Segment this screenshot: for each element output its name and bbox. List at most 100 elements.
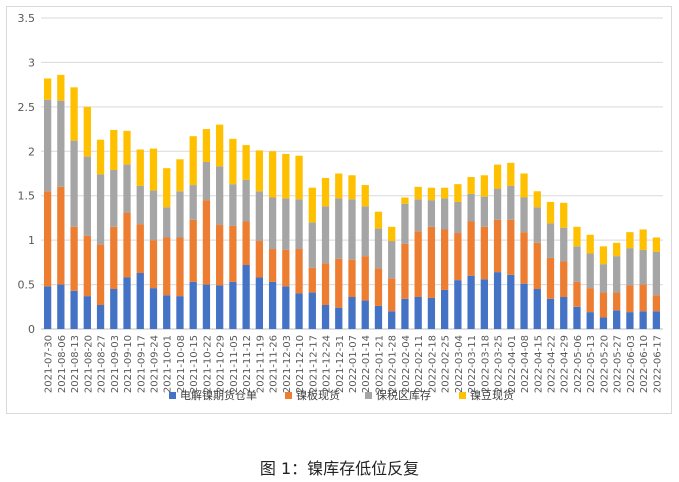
x-tick-label: 2022-04-29 bbox=[560, 335, 571, 393]
bar-segment bbox=[639, 249, 647, 285]
x-tick-label: 2021-09-10 bbox=[123, 335, 134, 393]
bar-segment bbox=[255, 241, 264, 278]
x-tick-label: 2022-04-08 bbox=[520, 335, 531, 393]
bar-segment bbox=[546, 257, 555, 299]
bar-segment bbox=[70, 87, 78, 141]
bar-segment bbox=[202, 161, 211, 201]
bar-segment bbox=[282, 153, 290, 199]
legend-label: 保税区库存 bbox=[376, 388, 431, 402]
x-tick-label: 2021-09-24 bbox=[149, 335, 160, 393]
bar-segment bbox=[454, 280, 462, 329]
x-tick-label: 2021-12-24 bbox=[322, 335, 333, 393]
bar-segment bbox=[599, 246, 608, 265]
bar-segment bbox=[216, 124, 224, 167]
x-tick-label: 2021-12-10 bbox=[295, 335, 306, 393]
x-tick-label: 2021-10-22 bbox=[202, 335, 213, 393]
bar-segment bbox=[546, 298, 555, 329]
bar-segment bbox=[176, 159, 184, 192]
bar-segment bbox=[295, 155, 303, 200]
bar-segment bbox=[507, 162, 515, 186]
legend-label: 镍豆现货 bbox=[470, 388, 514, 402]
y-tick-label: 3.5 bbox=[18, 12, 36, 25]
bar-segment bbox=[43, 286, 52, 329]
bar-segment bbox=[573, 226, 581, 247]
bar-segment bbox=[520, 197, 528, 233]
bar-segment bbox=[229, 184, 237, 226]
bar-segment bbox=[255, 277, 264, 329]
bar-segment bbox=[652, 311, 661, 329]
bar-segment bbox=[110, 169, 118, 227]
bar-segment bbox=[57, 284, 65, 329]
x-tick-label: 2022-04-01 bbox=[507, 335, 518, 393]
bar-segment bbox=[189, 219, 197, 282]
bar-segment bbox=[599, 317, 608, 329]
bar-segment bbox=[480, 279, 488, 329]
bar-segment bbox=[533, 207, 541, 243]
bar-segment bbox=[229, 281, 237, 329]
bar-segment bbox=[361, 185, 369, 207]
bar-segment bbox=[440, 289, 449, 329]
x-tick-label: 2022-05-27 bbox=[613, 335, 624, 393]
figure-caption: 图 1：镍库存低位反复 bbox=[259, 459, 420, 478]
bar-segment bbox=[163, 237, 171, 296]
bar-segment bbox=[493, 164, 502, 189]
bar-segment bbox=[440, 198, 449, 230]
bar-segment bbox=[454, 201, 462, 234]
bar-segment bbox=[414, 199, 422, 232]
bar-segment bbox=[652, 295, 661, 312]
bar-segment bbox=[573, 246, 581, 282]
bar-segment bbox=[308, 187, 316, 223]
bar-segment bbox=[83, 156, 91, 236]
bar-segment bbox=[348, 199, 356, 260]
legend-label: 电解镍期货仓单 bbox=[180, 388, 257, 402]
bar-segment bbox=[163, 295, 171, 329]
bar-segment bbox=[136, 224, 144, 274]
bar-segment bbox=[573, 281, 581, 307]
bar-segment bbox=[361, 206, 369, 257]
bar-segment bbox=[560, 261, 568, 298]
bar-segment bbox=[361, 300, 369, 329]
bar-segment bbox=[255, 150, 264, 192]
bar-segment bbox=[83, 235, 91, 297]
bar-segment bbox=[401, 298, 409, 329]
x-tick-label: 2021-10-08 bbox=[176, 335, 187, 393]
bar-segment bbox=[229, 138, 237, 185]
bar-segment bbox=[414, 231, 422, 298]
bar-segment bbox=[348, 259, 356, 298]
bar-segment bbox=[546, 201, 555, 224]
bar-segment bbox=[96, 174, 105, 245]
bar-segment bbox=[586, 312, 594, 329]
bar-segment bbox=[242, 265, 250, 329]
x-tick-label: 2021-08-06 bbox=[57, 335, 68, 393]
bar-segment bbox=[560, 297, 568, 329]
bar-segment bbox=[374, 305, 383, 329]
bar-segment bbox=[202, 129, 211, 162]
bar-segment bbox=[533, 289, 541, 329]
bar-segment bbox=[282, 198, 290, 250]
x-tick-label: 2022-02-18 bbox=[427, 335, 438, 393]
bar-segment bbox=[295, 293, 303, 329]
bar-segment bbox=[123, 277, 131, 329]
bar-segment bbox=[83, 106, 91, 157]
x-tick-label: 2022-04-22 bbox=[547, 335, 558, 393]
bar-segment bbox=[335, 258, 343, 308]
bar-segment bbox=[414, 186, 422, 200]
bar-segment bbox=[639, 284, 647, 312]
x-tick-label: 2022-06-03 bbox=[626, 335, 637, 393]
bar-segment bbox=[136, 273, 144, 329]
bar-segment bbox=[374, 228, 383, 269]
bar-segment bbox=[507, 274, 515, 329]
bar-segment bbox=[96, 139, 105, 175]
bar-segment bbox=[414, 297, 422, 329]
bar-segment bbox=[176, 296, 184, 329]
legend-label: 镍板现货 bbox=[296, 388, 340, 402]
bar-segment bbox=[268, 197, 277, 250]
bar-segment bbox=[295, 199, 303, 250]
bar-segment bbox=[613, 292, 621, 311]
bar-segment bbox=[361, 256, 369, 301]
bar-segment bbox=[348, 297, 356, 329]
bar-segment bbox=[520, 283, 528, 329]
bar-segment bbox=[123, 212, 131, 278]
bar-segment bbox=[136, 149, 144, 186]
bar-segment bbox=[507, 219, 515, 275]
